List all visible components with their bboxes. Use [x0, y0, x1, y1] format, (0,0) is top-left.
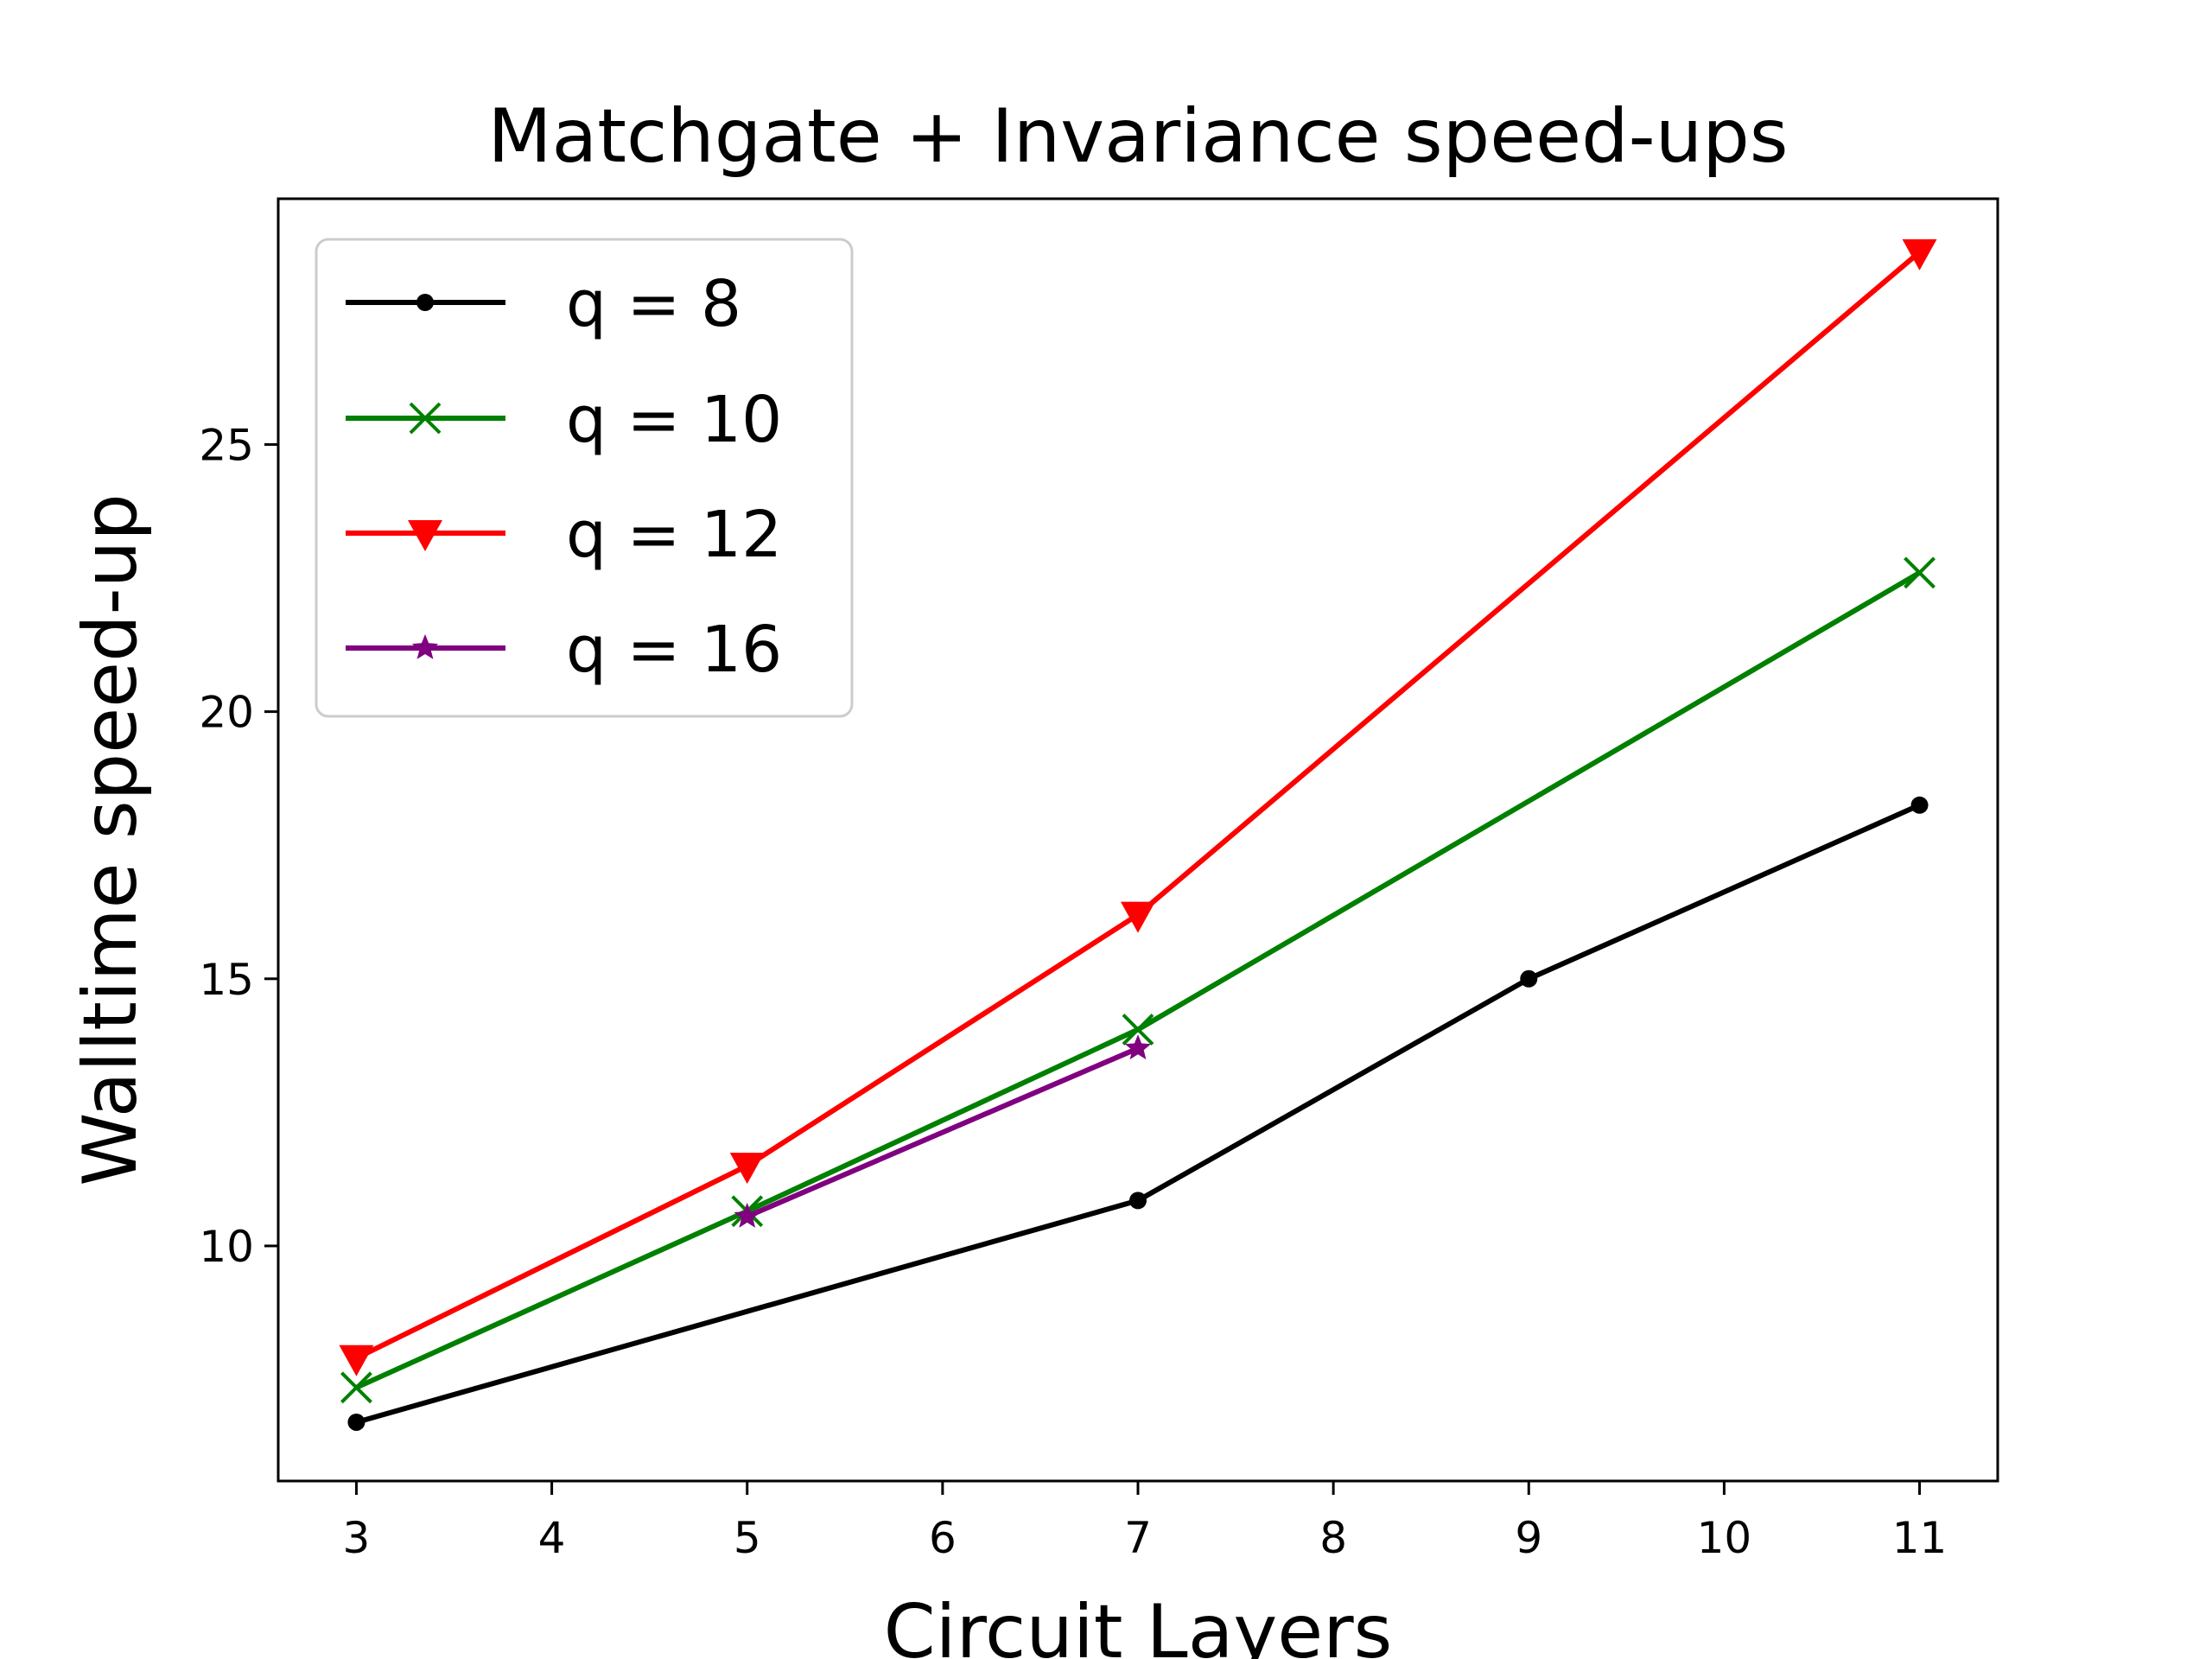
data-point — [1902, 238, 1937, 270]
data-point — [734, 1202, 760, 1228]
series-line — [746, 1046, 1140, 1219]
data-point — [1124, 1034, 1152, 1060]
legend-entry: q = 16 — [346, 613, 782, 687]
series-0 — [347, 796, 1929, 1431]
legend-box — [315, 238, 854, 718]
series-line — [355, 570, 1922, 1390]
x-axis-label: Circuit Layers — [884, 1589, 1393, 1659]
plot-area — [339, 238, 1937, 1431]
legend-label: q = 16 — [566, 613, 782, 687]
data-point — [409, 402, 442, 435]
marker-stroke — [1122, 1014, 1154, 1046]
series-line — [355, 803, 1921, 1425]
y-tick-label: 20 — [199, 688, 254, 738]
legend-label: q = 8 — [566, 267, 741, 341]
series-3 — [734, 1034, 1152, 1228]
legend-entry: q = 10 — [346, 383, 782, 457]
data-point — [1904, 556, 1936, 589]
x-tick-label: 11 — [1892, 1513, 1948, 1563]
data-point — [411, 634, 439, 659]
legend: q = 8 q = 10 q = 12 q = 16 — [315, 238, 854, 718]
legend-entry: q = 8 — [346, 267, 741, 341]
data-point — [1520, 969, 1538, 988]
x-axis: 3 4 5 6 7 8 9 10 11 — [343, 1481, 1948, 1563]
data-point — [1129, 1192, 1147, 1210]
data-point — [340, 1371, 372, 1404]
marker-stroke — [409, 402, 442, 435]
series-2 — [339, 238, 1937, 1376]
x-tick-label: 9 — [1515, 1513, 1542, 1563]
marker-stroke — [340, 1371, 372, 1404]
x-tick-label: 5 — [734, 1513, 761, 1563]
data-point — [1122, 1014, 1154, 1046]
y-axis-label: Walltime speed-up — [67, 493, 154, 1186]
data-point — [729, 1153, 765, 1185]
series-line — [355, 250, 1922, 1361]
x-tick-label: 6 — [929, 1513, 957, 1563]
y-axis: 10 15 20 25 — [199, 420, 278, 1272]
x-tick-label: 10 — [1697, 1513, 1752, 1563]
data-point — [1910, 796, 1929, 814]
legend-entry: q = 12 — [346, 498, 782, 572]
data-point — [416, 294, 434, 311]
y-tick-label: 10 — [199, 1222, 254, 1272]
data-point — [1121, 901, 1155, 933]
legend-label: q = 12 — [566, 498, 782, 572]
x-tick-label: 7 — [1124, 1513, 1152, 1563]
data-point — [408, 520, 442, 551]
plot-frame — [276, 197, 1999, 1483]
x-tick-label: 8 — [1319, 1513, 1347, 1563]
series-1 — [340, 556, 1936, 1404]
y-tick-label: 15 — [199, 955, 254, 1005]
marker-stroke — [1904, 556, 1936, 589]
data-point — [347, 1413, 365, 1431]
chart-title: Matchgate + Invariance speed-ups — [487, 93, 1788, 180]
y-tick-label: 25 — [199, 420, 254, 470]
legend-label: q = 10 — [566, 383, 782, 457]
x-tick-label: 4 — [538, 1513, 566, 1563]
x-tick-label: 3 — [343, 1513, 371, 1563]
data-point — [339, 1344, 374, 1376]
